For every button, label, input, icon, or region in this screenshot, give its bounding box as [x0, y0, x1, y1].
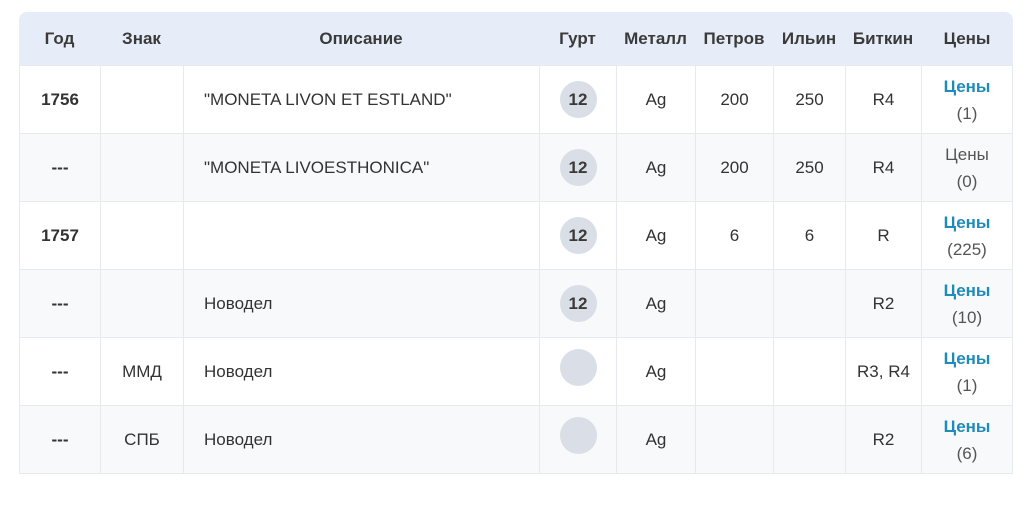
header-metal[interactable]: Металл — [616, 12, 695, 65]
year-cell: 1757 — [19, 201, 100, 269]
prices-cell: Цены (1) — [921, 337, 1013, 405]
header-description[interactable]: Описание — [183, 12, 539, 65]
mark-cell: ММД — [100, 337, 183, 405]
description-cell: Новодел — [183, 269, 539, 337]
header-prices: Цены — [921, 12, 1013, 65]
bitkin-cell: R4 — [845, 133, 921, 201]
description-cell: "MONETA LIVON ET ESTLAND" — [183, 65, 539, 133]
coin-catalog-table-container: Год Знак Описание Гурт Металл Петров Иль… — [19, 12, 1013, 474]
mark-cell: СПБ — [100, 405, 183, 474]
mark-cell — [100, 133, 183, 201]
edge-cell: 12 — [539, 65, 616, 133]
edge-cell: 12 — [539, 201, 616, 269]
header-petrov[interactable]: Петров — [695, 12, 773, 65]
bitkin-cell: R — [845, 201, 921, 269]
prices-link[interactable]: Цены — [943, 212, 991, 232]
edge-badge — [559, 417, 597, 454]
petrov-cell: 200 — [695, 133, 773, 201]
ilyin-cell: 250 — [773, 133, 845, 201]
edge-badge: 12 — [559, 285, 597, 322]
bitkin-cell: R2 — [845, 405, 921, 474]
table-row[interactable]: --- СПБ Новодел Ag R2 Цены (6) — [19, 405, 1013, 474]
edge-badge: 12 — [559, 149, 597, 186]
prices-count: (6) — [956, 443, 978, 463]
bitkin-cell: R3, R4 — [845, 337, 921, 405]
prices-link[interactable]: Цены — [943, 280, 991, 300]
prices-count: (1) — [956, 375, 978, 395]
table-row[interactable]: 1757 12 Ag 6 6 R Цены (225) — [19, 201, 1013, 269]
bitkin-cell: R4 — [845, 65, 921, 133]
prices-label: Цены — [945, 144, 989, 164]
header-year[interactable]: Год — [19, 12, 100, 65]
ilyin-cell: 250 — [773, 65, 845, 133]
prices-cell: Цены (0) — [921, 133, 1013, 201]
year-cell: 1756 — [19, 65, 100, 133]
metal-cell: Ag — [616, 405, 695, 474]
header-bitkin[interactable]: Биткин — [845, 12, 921, 65]
table-row[interactable]: 1756 "MONETA LIVON ET ESTLAND" 12 Ag 200 250 R… — [19, 65, 1013, 133]
edge-cell: 12 — [539, 133, 616, 201]
table-row[interactable]: --- "MONETA LIVOESTHONICA" 12 Ag 200 250 R4 Цен… — [19, 133, 1013, 201]
edge-badge — [559, 349, 597, 386]
table-header: Год Знак Описание Гурт Металл Петров Иль… — [19, 12, 1013, 65]
metal-cell: Ag — [616, 269, 695, 337]
description-cell: Новодел — [183, 337, 539, 405]
edge-cell — [539, 405, 616, 474]
edge-badge: 12 — [559, 81, 597, 118]
mark-cell — [100, 269, 183, 337]
table-body: 1756 "MONETA LIVON ET ESTLAND" 12 Ag 200 250 R… — [19, 65, 1013, 474]
mark-cell — [100, 65, 183, 133]
description-cell: Новодел — [183, 405, 539, 474]
ilyin-cell — [773, 269, 845, 337]
ilyin-cell: 6 — [773, 201, 845, 269]
petrov-cell — [695, 405, 773, 474]
header-ilyin[interactable]: Ильин — [773, 12, 845, 65]
description-cell: "MONETA LIVOESTHONICA" — [183, 133, 539, 201]
bitkin-cell: R2 — [845, 269, 921, 337]
metal-cell: Ag — [616, 65, 695, 133]
header-edge[interactable]: Гурт — [539, 12, 616, 65]
year-cell: --- — [19, 337, 100, 405]
prices-count: (0) — [956, 171, 978, 191]
petrov-cell: 6 — [695, 201, 773, 269]
prices-count: (10) — [951, 307, 983, 327]
year-cell: --- — [19, 133, 100, 201]
edge-badge: 12 — [559, 217, 597, 254]
prices-cell: Цены (6) — [921, 405, 1013, 474]
description-cell — [183, 201, 539, 269]
table-row[interactable]: --- ММД Новодел Ag R3, R4 Цены (1) — [19, 337, 1013, 405]
prices-link[interactable]: Цены — [943, 348, 991, 368]
year-cell: --- — [19, 269, 100, 337]
coin-catalog-table: Год Знак Описание Гурт Металл Петров Иль… — [19, 12, 1013, 474]
ilyin-cell — [773, 405, 845, 474]
mark-cell — [100, 201, 183, 269]
prices-link[interactable]: Цены — [943, 416, 991, 436]
metal-cell: Ag — [616, 337, 695, 405]
year-cell: --- — [19, 405, 100, 474]
petrov-cell — [695, 269, 773, 337]
prices-link[interactable]: Цены — [943, 76, 991, 96]
prices-count: (225) — [947, 239, 987, 259]
header-mark[interactable]: Знак — [100, 12, 183, 65]
ilyin-cell — [773, 337, 845, 405]
metal-cell: Ag — [616, 201, 695, 269]
edge-cell: 12 — [539, 269, 616, 337]
metal-cell: Ag — [616, 133, 695, 201]
prices-cell: Цены (225) — [921, 201, 1013, 269]
prices-cell: Цены (1) — [921, 65, 1013, 133]
petrov-cell: 200 — [695, 65, 773, 133]
table-row[interactable]: --- Новодел 12 Ag R2 Цены (10) — [19, 269, 1013, 337]
petrov-cell — [695, 337, 773, 405]
header-row: Год Знак Описание Гурт Металл Петров Иль… — [19, 12, 1013, 65]
edge-cell — [539, 337, 616, 405]
prices-count: (1) — [956, 103, 978, 123]
prices-cell: Цены (10) — [921, 269, 1013, 337]
